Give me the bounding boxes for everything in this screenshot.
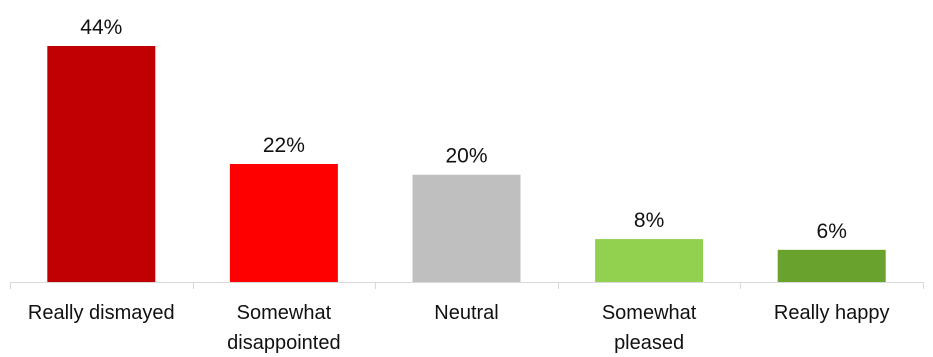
value-labels-group: 44% 22% 20% 8% 6% [80, 16, 847, 243]
category-label-3: Somewhat pleased [602, 302, 697, 354]
value-label-0: 44% [80, 16, 122, 39]
category-label-0: Really dismayed [28, 302, 175, 324]
bar-4 [777, 249, 886, 282]
x-axis [10, 282, 924, 289]
category-label-1: Somewhat disappointed [227, 302, 340, 354]
value-label-4: 6% [817, 220, 847, 243]
bar-2 [412, 174, 521, 282]
value-label-1: 22% [263, 134, 305, 157]
bar-0 [47, 46, 156, 282]
bar-1 [229, 164, 338, 282]
category-labels-group: Really dismayed Somewhat disappointed Neutr… [28, 302, 890, 354]
category-label-2: Neutral [434, 302, 498, 324]
category-label-4: Really happy [774, 302, 890, 324]
bars-group [47, 46, 886, 282]
value-label-3: 8% [634, 209, 664, 232]
value-label-2: 20% [445, 145, 487, 168]
bar-3 [595, 239, 704, 282]
